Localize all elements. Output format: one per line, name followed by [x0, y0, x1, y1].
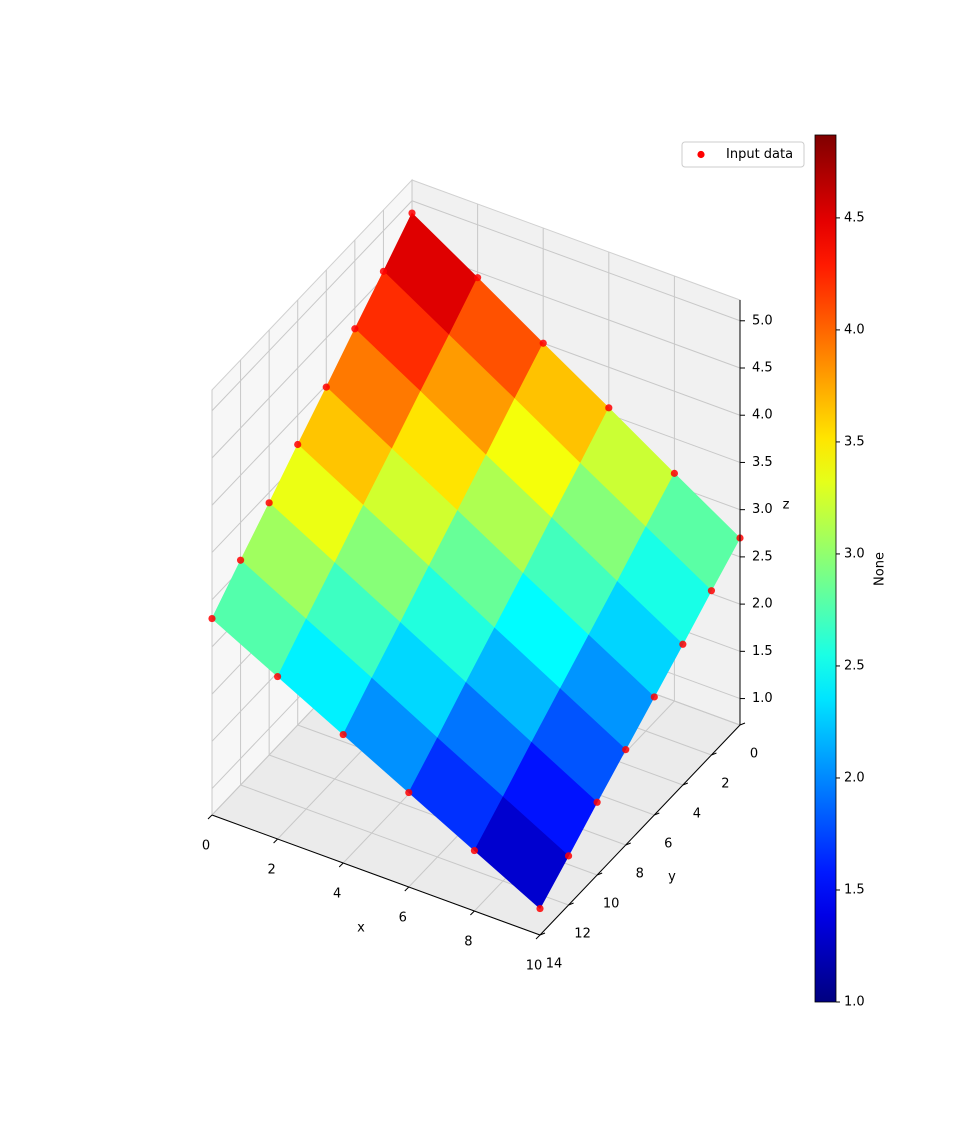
data-point — [351, 325, 359, 333]
x-tick — [273, 838, 278, 844]
data-point — [605, 404, 613, 412]
x-tick-label: 10 — [526, 959, 543, 974]
data-point — [322, 383, 330, 391]
x-tick — [470, 910, 475, 916]
z-tick-label: 5.0 — [752, 313, 773, 328]
x-tick — [338, 862, 344, 868]
y-tick — [739, 722, 746, 726]
y-tick-label: 14 — [546, 957, 563, 972]
data-point — [339, 730, 347, 739]
data-point — [265, 499, 273, 507]
colorbar-tick-label: 3.0 — [844, 546, 865, 561]
data-point — [707, 587, 716, 595]
surface — [211, 212, 741, 910]
z-tick-label: 3.0 — [752, 502, 773, 517]
data-point — [679, 640, 687, 648]
data-point — [408, 209, 416, 217]
colorbar-scale — [814, 134, 837, 1003]
colorbar-tick-label: 2.0 — [844, 770, 865, 785]
y-tick-label: 0 — [750, 747, 758, 762]
data-point — [593, 798, 601, 806]
colorbar-label: None — [873, 552, 888, 586]
data-point — [294, 440, 302, 449]
data-point — [274, 672, 282, 681]
y-axis-line — [539, 724, 741, 936]
data-point — [536, 904, 544, 913]
z-axis-label: z — [783, 498, 790, 513]
x-tick-label: 2 — [267, 863, 275, 878]
grid-line — [211, 200, 413, 412]
y-axis-label: y — [668, 870, 676, 885]
x-axis-label: x — [357, 921, 365, 936]
y-tick-label: 12 — [574, 927, 591, 942]
y-tick-label: 10 — [603, 897, 620, 912]
x-tick-label: 0 — [202, 839, 210, 854]
legend-label: Input data — [726, 147, 793, 162]
z-tick-label: 4.5 — [752, 361, 773, 376]
colorbar-tick-label: 4.0 — [844, 322, 865, 337]
legend: Input data — [681, 141, 805, 168]
y-tick-label: 8 — [636, 867, 644, 882]
data-point — [622, 746, 630, 754]
data-point — [208, 614, 216, 623]
data-point — [470, 846, 478, 855]
y-tick-label: 6 — [664, 837, 672, 852]
y-tick-label: 2 — [721, 777, 729, 792]
z-tick-label: 2.5 — [752, 549, 773, 564]
data-point — [539, 339, 547, 347]
x-tick — [535, 934, 541, 940]
z-tick-label: 4.0 — [752, 408, 773, 423]
x-tick-label: 4 — [333, 887, 341, 902]
data-point — [670, 469, 679, 477]
colorbar-tick-label: 4.5 — [844, 210, 865, 225]
z-tick-label: 1.0 — [752, 691, 773, 706]
x-axis-line — [211, 814, 541, 936]
colorbar-tick-label: 1.0 — [844, 995, 865, 1010]
colorbar-tick-label: 3.5 — [844, 434, 865, 449]
grid-line — [411, 200, 741, 322]
z-tick-label: 3.5 — [752, 455, 773, 470]
z-tick-label: 1.5 — [752, 644, 773, 659]
x-tick — [404, 886, 410, 892]
x-tick-label: 8 — [464, 935, 472, 950]
z-tick-label: 2.0 — [752, 597, 773, 612]
colorbar-tick-label: 1.5 — [844, 882, 865, 897]
axes: 0 2 4 6 8 10 0 2 4 6 8 10 12 14 1.0 1.5 2.0 2.5 3.0 3.5 4.0 4… — [202, 300, 773, 974]
data-point — [405, 788, 413, 797]
data-point — [236, 556, 245, 564]
colorbar-tick-label: 2.5 — [844, 658, 865, 673]
data-point — [379, 267, 388, 275]
colorbar: 1.0 1.5 2.0 2.5 3.0 3.5 4.0 4.5 — [814, 134, 865, 1010]
legend-box — [681, 141, 805, 168]
legend-marker — [697, 150, 705, 159]
y-tick-label: 4 — [693, 807, 701, 822]
data-point — [474, 274, 482, 282]
x-tick — [207, 814, 213, 820]
data-point — [650, 693, 658, 701]
data-point — [564, 852, 573, 860]
x-tick-label: 6 — [399, 911, 407, 926]
